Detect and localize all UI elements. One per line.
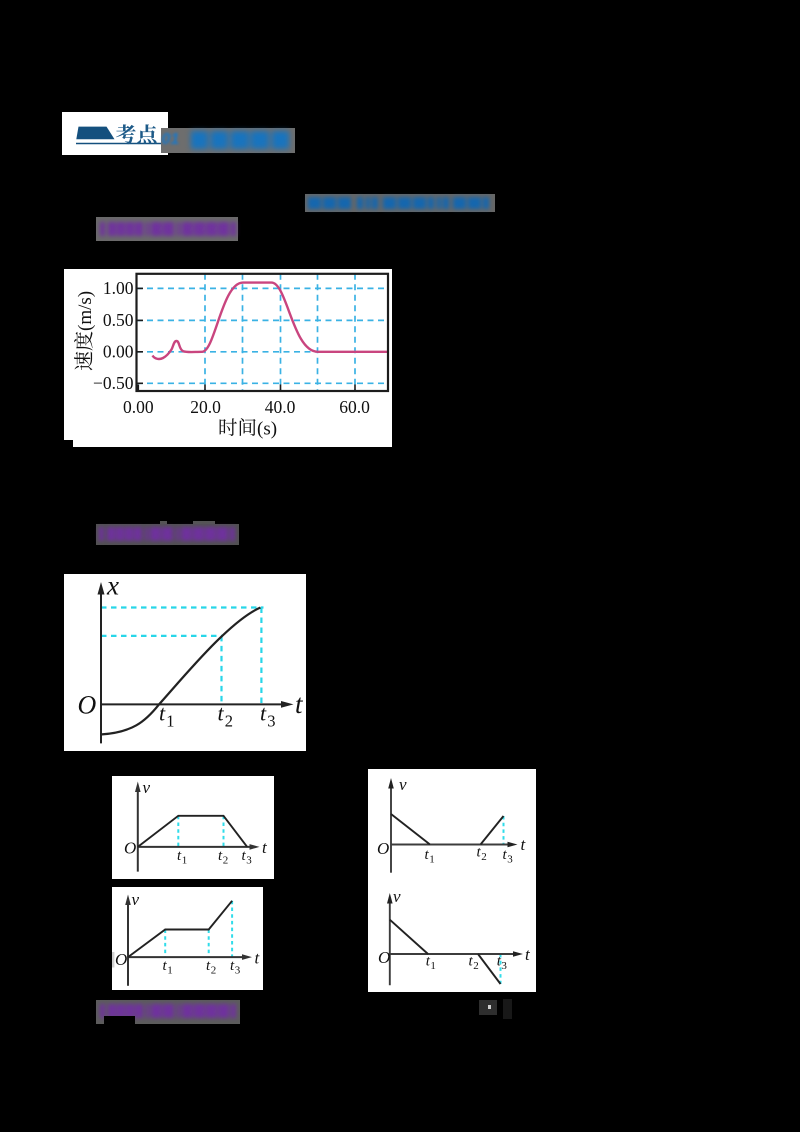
svg-text:t: t bbox=[260, 701, 267, 726]
svg-text:t: t bbox=[295, 689, 304, 719]
svg-text:0.00: 0.00 bbox=[103, 342, 134, 362]
svg-text:(s): (s) bbox=[257, 419, 277, 440]
svg-text:O: O bbox=[77, 691, 96, 720]
svg-text:1: 1 bbox=[430, 960, 436, 972]
svg-text:x: x bbox=[106, 574, 119, 601]
svg-text:v: v bbox=[132, 890, 140, 909]
svg-text:20.0: 20.0 bbox=[190, 397, 221, 417]
svg-text:t: t bbox=[476, 844, 481, 860]
svg-text:O: O bbox=[115, 950, 127, 969]
svg-text:1.00: 1.00 bbox=[103, 278, 134, 298]
svg-text:1: 1 bbox=[429, 853, 435, 865]
svg-text:t: t bbox=[218, 848, 223, 864]
svg-text:t: t bbox=[502, 847, 507, 863]
svg-text:60.0: 60.0 bbox=[339, 397, 370, 417]
svg-text:t: t bbox=[255, 949, 261, 968]
svg-text:O: O bbox=[377, 839, 389, 858]
svg-text:t: t bbox=[230, 958, 235, 974]
svg-text:v: v bbox=[142, 778, 150, 797]
svg-text:0.50: 0.50 bbox=[103, 310, 134, 330]
svg-text:3: 3 bbox=[246, 855, 252, 867]
svg-text:2: 2 bbox=[224, 712, 232, 731]
svg-text:t: t bbox=[159, 701, 166, 726]
svg-text:v: v bbox=[393, 887, 401, 906]
svg-text:(m/s): (m/s) bbox=[75, 291, 96, 331]
svg-text:0.00: 0.00 bbox=[123, 397, 154, 417]
svg-text:3: 3 bbox=[267, 712, 275, 731]
svg-text:40.0: 40.0 bbox=[265, 397, 296, 417]
svg-text:t: t bbox=[206, 958, 211, 974]
svg-text:2: 2 bbox=[211, 965, 217, 977]
svg-text:2: 2 bbox=[481, 851, 487, 863]
svg-text:t: t bbox=[262, 838, 268, 857]
svg-text:−0.50: −0.50 bbox=[93, 373, 134, 393]
svg-text:1: 1 bbox=[181, 855, 187, 867]
svg-text:t: t bbox=[177, 848, 182, 864]
svg-text:3: 3 bbox=[507, 853, 513, 865]
svg-text:2: 2 bbox=[473, 960, 479, 972]
svg-text:t: t bbox=[468, 953, 473, 969]
svg-text:t: t bbox=[424, 847, 429, 863]
svg-text:1: 1 bbox=[168, 965, 174, 977]
svg-text:v: v bbox=[399, 775, 407, 794]
svg-text:3: 3 bbox=[501, 960, 507, 972]
svg-text:t: t bbox=[425, 953, 430, 969]
svg-text:t: t bbox=[241, 848, 246, 864]
svg-text:t: t bbox=[163, 958, 168, 974]
svg-text:t: t bbox=[496, 953, 501, 969]
svg-text:O: O bbox=[378, 948, 390, 967]
svg-text:t: t bbox=[217, 701, 224, 726]
svg-text:1: 1 bbox=[166, 712, 174, 731]
svg-text:t: t bbox=[520, 835, 526, 854]
svg-text:3: 3 bbox=[235, 965, 241, 977]
svg-text:O: O bbox=[124, 839, 136, 858]
svg-text:t: t bbox=[525, 945, 531, 964]
svg-text:2: 2 bbox=[222, 855, 228, 867]
